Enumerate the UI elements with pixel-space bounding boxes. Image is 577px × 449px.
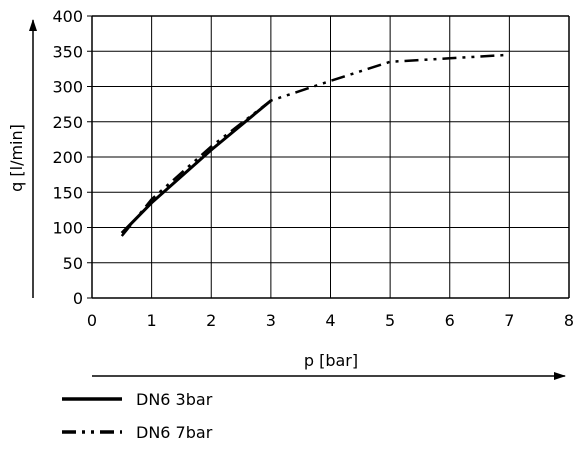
x-axis-label: p [bar] xyxy=(304,351,358,370)
x-tick-label: 0 xyxy=(87,311,97,330)
x-tick-label: 7 xyxy=(504,311,514,330)
y-tick-label: 400 xyxy=(52,7,83,26)
y-tick-label: 350 xyxy=(52,42,83,61)
legend-label-dn6-7bar: DN6 7bar xyxy=(136,423,213,442)
y-axis-label: q [l/min] xyxy=(7,124,26,192)
y-tick-label: 0 xyxy=(73,289,83,308)
x-tick-label: 8 xyxy=(564,311,574,330)
y-tick-label: 300 xyxy=(52,78,83,97)
x-tick-label: 6 xyxy=(445,311,455,330)
series-line-dn6-7bar xyxy=(120,53,510,237)
y-tick-label: 200 xyxy=(52,148,83,167)
x-tick-label: 2 xyxy=(206,311,216,330)
y-tick-label: 100 xyxy=(52,219,83,238)
legend: DN6 3bar DN6 7bar xyxy=(62,390,213,442)
x-tick-label: 3 xyxy=(266,311,276,330)
x-tick-label: 4 xyxy=(325,311,335,330)
tick-labels: 0 1 2 3 4 5 6 7 8 0 50 100 150 200 250 300 350 400 xyxy=(52,7,574,330)
series-lines xyxy=(120,53,510,237)
series-line-dn6-3bar xyxy=(120,99,272,235)
x-tick-label: 1 xyxy=(147,311,157,330)
grid xyxy=(87,15,570,299)
legend-label-dn6-3bar: DN6 3bar xyxy=(136,390,213,409)
y-tick-label: 50 xyxy=(63,254,83,273)
y-tick-label: 250 xyxy=(52,113,83,132)
y-tick-label: 150 xyxy=(52,183,83,202)
x-tick-label: 5 xyxy=(385,311,395,330)
